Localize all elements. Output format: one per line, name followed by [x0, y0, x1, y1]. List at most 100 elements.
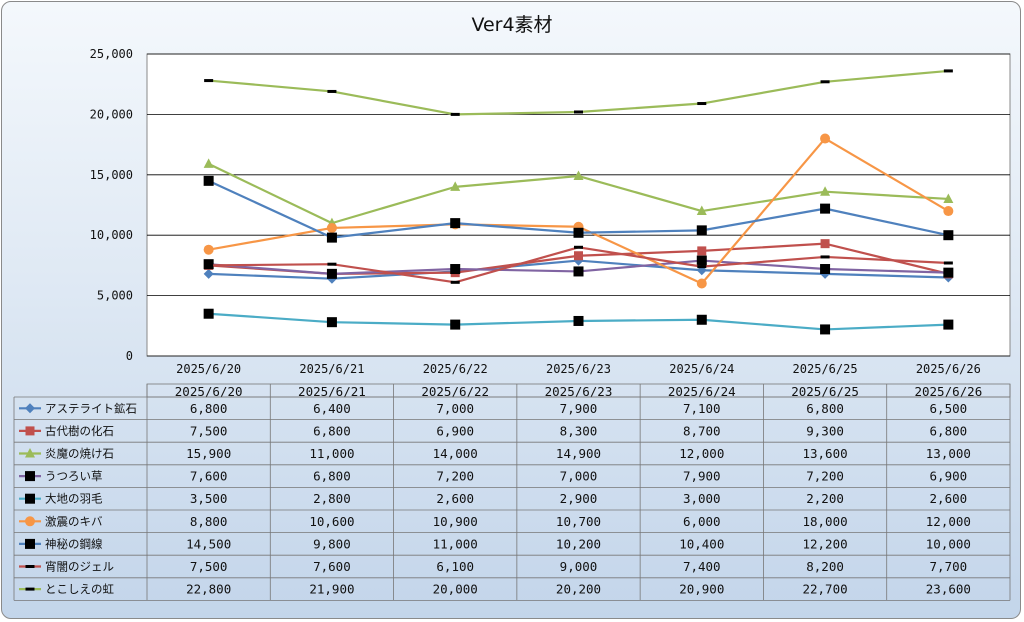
data-point-marker: [203, 175, 214, 186]
table-cell-value: 7,200: [436, 469, 474, 484]
table-cell-value: 14,000: [433, 446, 478, 461]
table-cell-value: 21,900: [309, 582, 354, 597]
data-point-marker: [574, 245, 583, 249]
data-point-marker: [697, 246, 707, 256]
data-point-marker: [327, 262, 337, 266]
data-point-marker: [696, 255, 707, 266]
data-table: 2025/6/20 2025/6/21 2025/6/22 2025/6/23 2025…: [13, 383, 1011, 601]
legend-marker: [25, 516, 35, 527]
table-cell-value: 12,000: [679, 446, 724, 461]
table-cell-value: 10,700: [556, 514, 601, 529]
data-point-marker: [820, 186, 831, 196]
table-cell-value: 8,700: [683, 423, 721, 438]
series-9: [204, 69, 953, 116]
table-cell-value: 7,000: [436, 401, 474, 416]
table-cell-value: 9,300: [806, 423, 844, 438]
table-row: 神秘の鋼線 14,500 9,800 11,000 10,200 10,400 12,200…: [19, 536, 971, 551]
x-tick-label: 2025/6/23: [546, 362, 611, 376]
table-cell-value: 8,800: [190, 514, 228, 529]
data-point-marker: [943, 261, 953, 265]
legend-marker: [25, 448, 35, 458]
table-cell-value: 6,800: [190, 401, 228, 416]
table-cell-value: 6,800: [313, 423, 351, 438]
data-point-marker: [820, 324, 831, 335]
data-point-marker: [450, 181, 461, 191]
table-cell-value: 7,100: [683, 401, 721, 416]
table-cell-value: 6,900: [930, 469, 968, 484]
data-point-marker: [697, 102, 707, 106]
table-cell-value: 7,900: [683, 469, 721, 484]
table-row: 炎魔の焼け石 15,900 11,000 14,000 14,900 12,000 13,6…: [19, 446, 971, 461]
table-row: うつろい草 7,600 6,800 7,200 7,000 7,900 7,200 6,900: [19, 469, 967, 484]
data-point-marker: [204, 263, 214, 267]
table-cell-value: 6,800: [806, 401, 844, 416]
table-row: 大地の羽毛 3,500 2,800 2,600 2,900 3,000 2,200 2,600: [19, 491, 967, 506]
data-point-marker: [574, 251, 583, 261]
table-header-date: 2025/6/21: [298, 384, 366, 399]
x-tick-label: 2025/6/25: [793, 362, 858, 376]
table-row: 古代樹の化石 7,500 6,800 6,900 8,300 8,700 9,300 6,80…: [19, 423, 967, 438]
table-cell-value: 7,700: [930, 559, 968, 574]
legend-marker: [25, 493, 35, 504]
table-cell-value: 2,800: [313, 491, 351, 506]
table-cell-value: 10,200: [556, 536, 601, 551]
table-cell-value: 9,000: [560, 559, 598, 574]
table-header-date: 2025/6/26: [914, 384, 982, 399]
table-cell-value: 20,900: [679, 582, 724, 597]
table-cell-value: 6,900: [436, 423, 474, 438]
legend-marker: [25, 538, 35, 549]
plot-area: 0 5,000 10,000 15,000 20,000 25,000 2025/6/20 2…: [90, 47, 1011, 376]
series-5: [203, 308, 954, 335]
data-point-marker: [326, 317, 337, 328]
data-point-marker: [203, 308, 214, 319]
data-point-marker: [450, 280, 460, 284]
data-point-marker: [450, 264, 461, 275]
y-tick-label: 25,000: [90, 47, 133, 61]
table-cell-value: 8,200: [806, 559, 844, 574]
data-point-marker: [943, 69, 953, 73]
table-cell-value: 6,800: [313, 469, 351, 484]
legend-marker: [25, 403, 35, 414]
data-point-marker: [943, 193, 954, 203]
series-name: 激震のキバ: [45, 514, 103, 528]
x-tick-label: 2025/6/26: [916, 362, 981, 376]
table-cell-value: 6,800: [930, 423, 968, 438]
table-cell-value: 13,600: [802, 446, 847, 461]
legend-marker: [25, 565, 35, 568]
x-tick-label: 2025/6/24: [669, 362, 734, 376]
data-point-marker: [573, 227, 584, 238]
data-point-marker: [203, 158, 214, 168]
data-point-marker: [820, 239, 830, 249]
table-row: 宵闇のジェル 7,500 7,600 6,100 9,000 7,400 8,200 7,70…: [19, 559, 967, 574]
table-cell-value: 6,100: [436, 559, 474, 574]
data-point-marker: [450, 218, 461, 229]
series-name: 大地の羽毛: [45, 492, 103, 506]
table-cell-value: 12,200: [802, 536, 847, 551]
data-point-marker: [203, 268, 214, 279]
series-name: とこしえの虹: [45, 582, 114, 596]
table-cell-value: 8,300: [560, 423, 598, 438]
series-name: 古代樹の化石: [45, 424, 114, 438]
table-cell-value: 18,000: [802, 514, 847, 529]
table-cell-value: 3,000: [683, 491, 721, 506]
plot-background: [146, 53, 1011, 357]
data-point-marker: [696, 205, 707, 216]
table-cell-value: 7,500: [190, 423, 228, 438]
table-cell-value: 3,500: [190, 491, 228, 506]
x-tick-label: 2025/6/21: [299, 362, 364, 376]
data-point-marker: [574, 110, 583, 114]
table-cell-value: 7,400: [683, 559, 721, 574]
table-row: 激震のキバ 8,800 10,600 10,900 10,700 6,000 18,000 1…: [19, 514, 971, 529]
y-tick-label: 15,000: [90, 168, 133, 182]
table-cell-value: 2,200: [806, 491, 844, 506]
y-tick-label: 10,000: [90, 228, 133, 242]
table-cell-value: 7,900: [560, 401, 598, 416]
series-name: アステライト鉱石: [45, 401, 137, 415]
data-point-marker: [820, 133, 831, 144]
table-cell-value: 10,900: [433, 514, 478, 529]
table-cell-value: 22,700: [802, 582, 847, 597]
table-cell-value: 10,600: [309, 514, 354, 529]
table-row: とこしえの虹 22,800 21,900 20,000 20,200 20,900 22,7…: [19, 582, 971, 597]
data-point-marker: [696, 225, 707, 236]
